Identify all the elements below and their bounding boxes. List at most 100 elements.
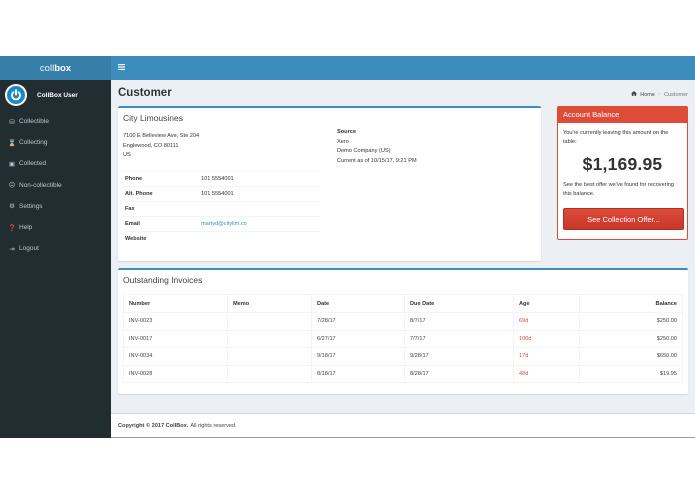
invoice-due-date: 8/7/17 — [404, 312, 514, 331]
source-label: Source — [337, 129, 356, 135]
table-row[interactable]: INV-0017 6/27/17 7/7/17 100d $250.00 — [123, 329, 683, 348]
address-line-2: Englewood, CO 80111 — [123, 142, 179, 149]
customer-box: City Limousines 7100 E Belleview Ave, St… — [118, 106, 541, 261]
footer: Copyright © 2017 CollBox. All rights rese… — [111, 413, 695, 438]
invoice-balance: $19.95 — [579, 364, 683, 383]
user-name: CollBox User — [37, 91, 78, 99]
invoice-number: INV-0017 — [123, 329, 228, 348]
invoice-date: 6/27/17 — [311, 329, 405, 348]
source-info: Source Xero Demo Company (US) Current as… — [337, 128, 417, 166]
breadcrumb: Home > Customer — [631, 91, 688, 98]
hourglass-icon: ⌛ — [7, 139, 17, 147]
contact-value: 101 5554001 — [201, 186, 321, 202]
logo-text-light: coll — [39, 62, 55, 74]
source-system: Xero — [337, 138, 349, 145]
user-panel: CollBox User — [0, 80, 111, 110]
contact-row-fax: Fax — [123, 201, 321, 217]
invoices-title: Outstanding Invoices — [123, 275, 203, 285]
invoice-balance: $250.00 — [579, 329, 683, 348]
sign-out-icon: ⇥ — [9, 245, 15, 253]
sidebar-item-label: Collectible — [19, 118, 49, 126]
app-window: coll box CollBox User ⛁ Collectible ⌛ Colle… — [0, 56, 695, 438]
column-header-balance[interactable]: Balance — [579, 294, 683, 313]
sidebar-item-logout[interactable]: ⇥ Logout — [0, 238, 111, 259]
invoice-age: 17d — [513, 347, 580, 366]
content-area: Customer Home > Customer City Limousines… — [111, 80, 695, 413]
balance-offer-text: See the best offer we've found for recov… — [563, 182, 675, 197]
invoice-date: 7/28/17 — [311, 312, 405, 331]
sidebar-nav: ⛁ Collectible ⌛ Collecting ▣ Collected ☹ Non… — [0, 111, 111, 259]
sidebar-item-label: Collected — [19, 160, 47, 168]
avatar — [5, 84, 27, 106]
sidebar-item-help[interactable]: ❓ Help — [0, 217, 111, 238]
column-header-date[interactable]: Date — [311, 294, 405, 313]
invoice-balance: $250.00 — [579, 312, 683, 331]
contact-key: Email — [123, 216, 201, 232]
money-icon: ▣ — [8, 160, 16, 168]
sidebar-item-non-collectible[interactable]: ☹ Non-collectible — [0, 175, 111, 196]
table-row[interactable]: INV-0034 9/18/17 9/28/17 17d $650.00 — [123, 347, 683, 366]
contact-value — [201, 201, 321, 217]
sidebar-item-settings[interactable]: ⚙ Settings — [0, 196, 111, 217]
invoice-due-date: 8/28/17 — [404, 364, 514, 383]
breadcrumb-home-link[interactable]: Home — [640, 91, 655, 98]
sidebar: coll box CollBox User ⛁ Collectible ⌛ Colle… — [0, 56, 111, 438]
contact-row-email: Email martyd@citylim.co — [123, 216, 321, 232]
invoice-balance: $650.00 — [579, 347, 683, 366]
contact-key: Fax — [123, 201, 201, 217]
table-header-row: Number Memo Date Due Date Age Balance — [123, 294, 683, 313]
table-row[interactable]: INV-0028 8/18/17 8/28/17 48d $19.95 — [123, 364, 683, 383]
hamburger-icon[interactable] — [118, 64, 125, 72]
power-icon — [7, 86, 25, 104]
contact-value: 101 5554001 — [201, 171, 321, 187]
invoice-memo — [227, 329, 312, 348]
invoice-due-date: 9/28/17 — [404, 347, 514, 366]
sidebar-item-label: Non-collectible — [19, 181, 62, 189]
contact-key: Phone — [123, 171, 201, 187]
frown-icon: ☹ — [8, 182, 16, 190]
page-title: Customer — [118, 87, 172, 99]
invoice-due-date: 7/7/17 — [404, 329, 514, 348]
balance-intro: You're currently leaving this amount on … — [563, 130, 669, 145]
question-icon: ❓ — [7, 224, 17, 232]
address-country: US — [123, 152, 131, 158]
brand-logo[interactable]: coll box — [0, 56, 111, 80]
invoice-date: 9/18/17 — [311, 347, 405, 366]
copyright-text: Copyright © 2017 CollBox. — [118, 422, 189, 429]
breadcrumb-separator: > — [657, 91, 662, 98]
invoice-age: 69d — [513, 312, 580, 331]
customer-name: City Limousines — [123, 113, 183, 123]
sidebar-item-collecting[interactable]: ⌛ Collecting — [0, 132, 111, 153]
invoices-table: Number Memo Date Due Date Age Balance IN… — [123, 294, 683, 383]
balance-amount: $1,169.95 — [582, 154, 663, 174]
sidebar-item-label: Logout — [19, 245, 39, 253]
invoice-number: INV-0023 — [123, 312, 228, 331]
contact-row-website: Website — [123, 231, 321, 247]
email-link[interactable]: martyd@citylim.co — [201, 221, 247, 227]
address-line-1: 7100 E Belleview Ave, Ste 204 — [123, 133, 200, 139]
sidebar-item-label: Help — [19, 224, 33, 232]
account-balance-box: Account Balance You're currently leaving… — [557, 106, 688, 240]
column-header-age[interactable]: Age — [513, 294, 580, 313]
contact-value — [201, 231, 321, 247]
sidebar-item-collected[interactable]: ▣ Collected — [0, 153, 111, 174]
main-area: Customer Home > Customer City Limousines… — [111, 56, 695, 438]
table-row[interactable]: INV-0023 7/28/17 8/7/17 69d $250.00 — [123, 312, 683, 331]
invoice-age: 100d — [513, 329, 580, 348]
column-header-number[interactable]: Number — [123, 294, 228, 313]
contact-table: Phone 101 5554001 Alt. Phone 101 5554001 F… — [123, 171, 321, 247]
see-collection-offer-button[interactable]: See Collection Offer... — [563, 208, 684, 230]
column-header-memo[interactable]: Memo — [227, 294, 312, 313]
invoice-memo — [227, 312, 312, 331]
contact-row-phone: Phone 101 5554001 — [123, 171, 321, 187]
home-icon — [631, 91, 638, 98]
invoice-age: 48d — [513, 364, 580, 383]
breadcrumb-current: Customer — [664, 91, 688, 98]
sidebar-item-collectible[interactable]: ⛁ Collectible — [0, 111, 111, 132]
rights-text: All rights reserved. — [190, 422, 237, 429]
source-company: Demo Company (US) — [337, 148, 391, 154]
logo-text-bold: box — [54, 62, 72, 74]
column-header-due-date[interactable]: Due Date — [404, 294, 514, 313]
outstanding-invoices-box: Outstanding Invoices Number Memo Date Du… — [118, 268, 688, 394]
source-timestamp: Current as of 10/15/17, 9:21 PM — [337, 157, 417, 164]
